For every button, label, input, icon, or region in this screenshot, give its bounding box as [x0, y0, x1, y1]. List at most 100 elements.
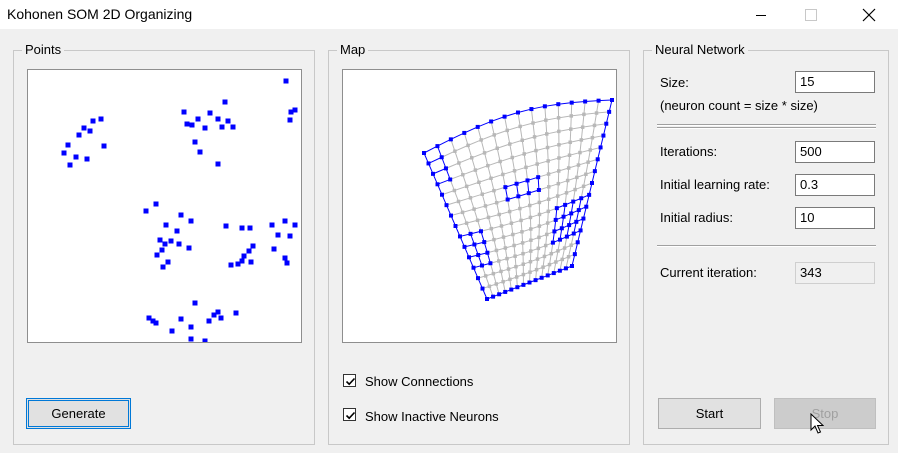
- neuron-connection: [523, 153, 527, 168]
- data-point: [153, 320, 159, 326]
- neuron-connection: [478, 177, 492, 183]
- neuron-connection: [503, 237, 506, 249]
- active-neuron: [561, 214, 566, 219]
- inactive-neuron: [505, 256, 509, 261]
- inactive-neuron: [501, 235, 506, 239]
- inactive-neuron: [479, 138, 483, 142]
- neuron-connection: [558, 141, 571, 146]
- data-point: [282, 255, 288, 261]
- neuron-connection: [534, 136, 537, 151]
- network-group: Neural Network: [643, 42, 889, 445]
- neuron-connection: [499, 161, 504, 175]
- learning-rate-input[interactable]: 0.3: [795, 174, 875, 196]
- neuron-connection: [580, 127, 584, 140]
- inactive-neuron: [535, 257, 540, 261]
- neuron-connection: [454, 185, 467, 191]
- data-point: [247, 225, 253, 231]
- active-neuron: [485, 250, 490, 255]
- inactive-neuron: [519, 218, 523, 223]
- inactive-neuron: [513, 254, 517, 258]
- neuron-connection: [583, 174, 587, 187]
- inactive-neuron: [537, 200, 542, 205]
- iterations-input[interactable]: 500: [795, 141, 875, 163]
- data-point: [153, 201, 159, 207]
- active-neuron: [572, 252, 577, 257]
- neuron-connection: [542, 256, 545, 268]
- generate-button[interactable]: Generate: [26, 398, 131, 429]
- active-neuron: [571, 199, 576, 204]
- inactive-neuron: [518, 124, 522, 129]
- active-neuron: [574, 219, 579, 224]
- stop-button[interactable]: Stop: [774, 398, 876, 429]
- data-point: [239, 258, 245, 264]
- data-point: [188, 324, 194, 330]
- inactive-neuron: [579, 138, 584, 142]
- neuron-connection: [490, 178, 495, 191]
- active-neuron: [569, 211, 574, 216]
- neuron-connection: [519, 126, 523, 141]
- minimize-button[interactable]: [738, 0, 784, 29]
- inactive-neuron: [453, 149, 457, 153]
- active-neuron: [601, 133, 606, 138]
- data-point: [154, 252, 160, 258]
- neuron-connection: [585, 162, 589, 175]
- radius-input[interactable]: 10: [795, 207, 875, 229]
- neuron-connection: [517, 196, 521, 209]
- start-button[interactable]: Start: [658, 398, 761, 429]
- neuron-connection: [423, 145, 438, 154]
- data-point: [218, 315, 224, 321]
- inactive-neuron: [499, 224, 504, 228]
- data-point: [288, 109, 294, 115]
- active-neuron: [479, 263, 484, 268]
- data-point: [197, 149, 203, 155]
- active-neuron: [527, 280, 532, 285]
- data-point: [192, 139, 198, 145]
- active-neuron: [448, 177, 453, 182]
- neuron-connection: [474, 169, 480, 183]
- show-inactive-checkbox[interactable]: [343, 408, 356, 421]
- data-point: [292, 107, 298, 113]
- neuron-connection: [450, 132, 465, 140]
- neuron-connection: [596, 111, 610, 114]
- neuron-connection: [571, 100, 586, 104]
- show-connections-checkbox[interactable]: [343, 374, 356, 387]
- inactive-neuron: [508, 142, 512, 146]
- inactive-neuron: [536, 246, 541, 251]
- inactive-neuron: [546, 172, 551, 176]
- neuron-connection: [462, 212, 468, 224]
- show-inactive-label[interactable]: Show Inactive Neurons: [365, 409, 499, 424]
- inactive-neuron: [487, 284, 492, 289]
- inactive-neuron: [494, 200, 499, 205]
- neuron-connection: [574, 177, 578, 190]
- inactive-neuron: [512, 243, 516, 248]
- neuron-connection: [545, 234, 548, 246]
- neuron-connection: [535, 147, 548, 152]
- neuron-connection: [458, 197, 471, 202]
- neuron-connection: [432, 167, 447, 175]
- neuron-connection: [495, 250, 500, 262]
- mouse-pointer-icon: [810, 413, 824, 434]
- data-point: [87, 128, 93, 134]
- inactive-neuron: [528, 215, 533, 220]
- show-connections-label[interactable]: Show Connections: [365, 374, 474, 389]
- points-canvas[interactable]: [27, 69, 302, 343]
- active-neuron: [536, 187, 541, 192]
- points-group-title: Points: [22, 42, 65, 58]
- data-point: [162, 241, 168, 247]
- data-point: [168, 238, 174, 244]
- size-input[interactable]: 15: [795, 71, 875, 93]
- active-neuron: [607, 109, 612, 114]
- data-point: [84, 156, 90, 162]
- data-point: [246, 248, 252, 254]
- close-button[interactable]: [846, 0, 892, 29]
- neuron-connection: [484, 205, 489, 218]
- data-point: [248, 259, 254, 265]
- map-canvas[interactable]: [342, 69, 617, 343]
- inactive-neuron: [528, 203, 532, 208]
- data-point: [76, 132, 82, 138]
- inactive-neuron: [470, 156, 474, 160]
- inactive-neuron: [544, 132, 549, 136]
- active-neuron: [529, 107, 534, 112]
- inactive-neuron: [568, 140, 572, 145]
- maximize-button[interactable]: [788, 0, 834, 29]
